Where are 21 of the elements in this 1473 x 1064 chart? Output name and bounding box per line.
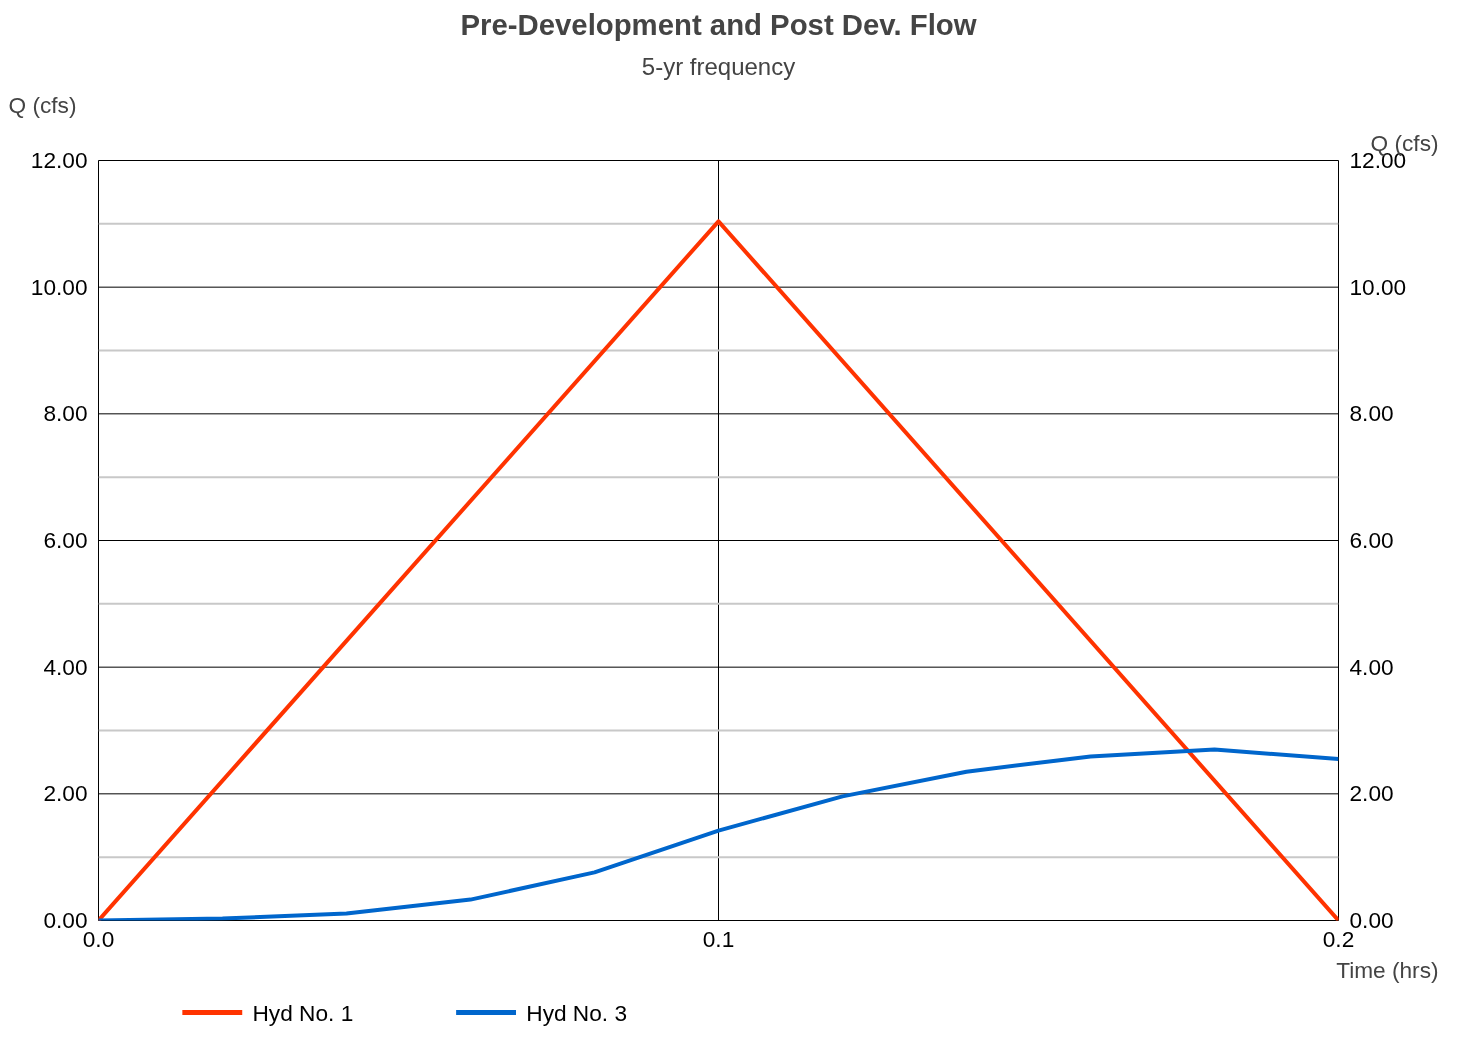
- y-tick-label: 8.00: [43, 400, 88, 427]
- line-series: [98, 747, 1339, 921]
- y-tick-label: 0.00: [43, 907, 88, 933]
- y-tick-label: 2.00: [43, 780, 88, 807]
- x-tick-label: 0.1: [702, 925, 735, 952]
- y-axis-title: Q (cfs): [8, 91, 77, 118]
- legend-label: Hyd No. 1: [252, 999, 354, 1026]
- x-axis-title: Time (hrs): [1336, 956, 1439, 983]
- y-tick-label: 12.00: [30, 147, 88, 173]
- y2-tick-label: 2.00: [1349, 780, 1394, 807]
- legend-label: Hyd No. 3: [526, 999, 628, 1026]
- y-tick-label: 10.00: [30, 273, 88, 300]
- y2-tick-label: 10.00: [1349, 273, 1407, 300]
- y2-tick-label: 6.00: [1349, 527, 1394, 553]
- y-tick-label: 6.00: [43, 527, 88, 553]
- y2-tick-label: 4.00: [1349, 653, 1394, 680]
- y-tick-label: 4.00: [43, 653, 88, 680]
- chart-title: Pre-Development and Post Dev. Flow: [460, 7, 977, 41]
- y2-tick-label: 0.00: [1349, 907, 1394, 933]
- y2-tick-label: 8.00: [1349, 400, 1394, 427]
- chart-subtitle: 5-yr frequency: [641, 52, 796, 80]
